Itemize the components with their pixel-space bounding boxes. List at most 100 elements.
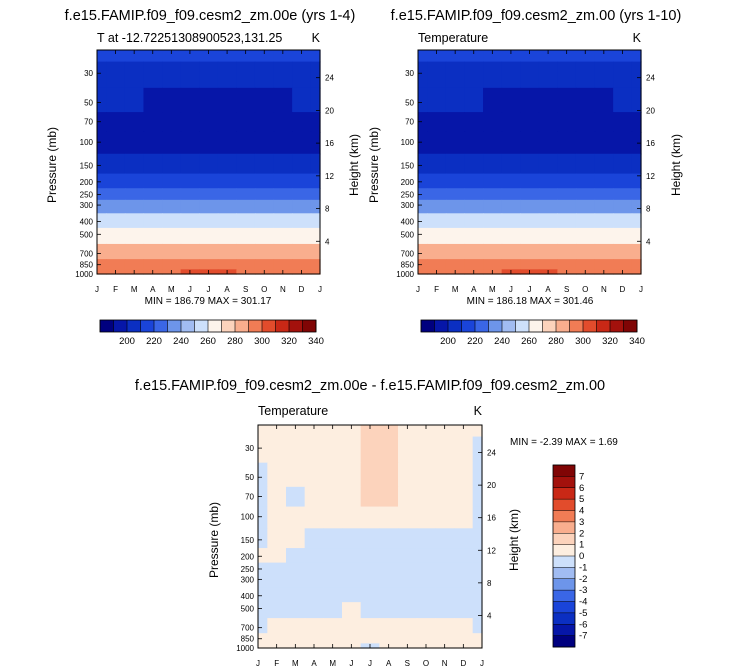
contour-cell: [304, 633, 324, 644]
colorbar-box: [553, 510, 575, 523]
contour-cell: [501, 112, 521, 133]
x-tick-label: O: [423, 659, 429, 668]
colorbar-box: [553, 567, 575, 580]
contour-cell: [454, 618, 474, 634]
contour-cell: [613, 213, 633, 229]
contour-cell: [427, 188, 447, 201]
colorbar-box: [553, 590, 575, 602]
contour-cell: [435, 462, 455, 488]
y-tick-label: 700: [401, 250, 415, 259]
colorbar-box: [289, 320, 303, 332]
contour-cell: [267, 587, 287, 603]
y-tick-label: 250: [401, 191, 415, 200]
contour-cell: [106, 227, 126, 245]
contour-cell: [398, 548, 418, 564]
contour-cell: [435, 633, 455, 644]
contour-cell: [304, 548, 324, 564]
contour-cell: [454, 548, 474, 564]
contour-cell: [143, 243, 163, 260]
colorbar-box: [553, 624, 575, 637]
contour-cell: [292, 259, 312, 270]
contour-cell: [236, 87, 256, 113]
contour-cell: [97, 213, 107, 229]
colorbar-box: [553, 635, 575, 648]
contour-cell: [258, 528, 268, 549]
contour-cell: [454, 486, 474, 508]
height-tick-label: 12: [646, 172, 655, 181]
contour-cell: [631, 87, 642, 113]
contour-cell: [180, 153, 200, 175]
contour-cell: [631, 199, 642, 214]
contour-cell: [379, 574, 399, 589]
contour-cell: [124, 61, 145, 89]
contour-cell: [106, 173, 126, 189]
contour-cell: [631, 188, 642, 201]
colorbar-label: 240: [494, 336, 510, 347]
colorbar-label: 240: [173, 336, 189, 347]
contour-cell: [454, 425, 474, 438]
contour-cell: [323, 562, 343, 575]
colorbar-box: [167, 320, 182, 332]
contour-cell: [292, 112, 312, 133]
contour-cell: [304, 462, 324, 488]
x-tick-label: A: [311, 659, 317, 668]
contour-cell: [106, 50, 126, 63]
contour-cell: [427, 61, 447, 89]
contour-cell: [557, 153, 577, 175]
contour-cell: [472, 633, 483, 644]
contour-cell: [97, 50, 107, 63]
contour-cell: [199, 87, 219, 113]
colorbar-label: 7: [579, 471, 584, 482]
x-tick-label: J: [639, 285, 643, 294]
contour-cell: [613, 112, 633, 133]
contour-cell: [464, 227, 484, 245]
x-tick-label: A: [224, 285, 230, 294]
contour-cell: [520, 112, 540, 133]
contour-cell: [575, 87, 596, 113]
contour-cell: [310, 61, 321, 89]
x-tick-label: F: [274, 659, 279, 668]
contour-cell: [445, 227, 466, 245]
contour-cell: [538, 173, 558, 189]
y-tick-label: 50: [84, 98, 93, 107]
y-tick-label: 850: [80, 261, 94, 270]
contour-cell: [435, 506, 455, 529]
contour-cell: [124, 50, 145, 63]
contour-cell: [273, 227, 293, 245]
contour-cell: [520, 61, 540, 89]
contour-cell: [472, 562, 483, 575]
contour-cell: [106, 243, 126, 260]
contour-cell: [286, 587, 306, 603]
contour-cell: [501, 131, 521, 155]
contour-cell: [254, 243, 275, 260]
contour-cell: [418, 188, 428, 201]
contour-cell: [501, 243, 521, 260]
contour-cell: [267, 548, 287, 564]
colorbar-box: [553, 521, 575, 534]
contour-cell: [445, 112, 466, 133]
contour-cell: [520, 173, 540, 189]
contour-cell: [162, 112, 182, 133]
colorbar: 200 220 240 260 280 300 320 340: [99, 319, 324, 347]
contour-cell: [106, 188, 126, 201]
y-tick-label: 150: [80, 161, 94, 170]
contour-cell: [575, 213, 596, 229]
contour-cell: [286, 425, 306, 438]
x-tick-label: O: [582, 285, 588, 294]
contour-cell: [162, 243, 182, 260]
colorbar-box: [529, 320, 543, 332]
colorbar-label: 220: [467, 336, 483, 347]
y-axis-label: Pressure (mb): [45, 127, 59, 203]
contour-cell: [557, 259, 577, 270]
panel-subtitle-left: Temperature: [258, 404, 328, 418]
contour-cell: [398, 506, 418, 529]
contour-cell: [97, 199, 107, 214]
contour-cell: [613, 227, 633, 245]
contour-cell: [520, 259, 540, 270]
contour-cell: [427, 199, 447, 214]
contour-cell: [483, 50, 503, 63]
contour-cell: [342, 462, 362, 488]
contour-cell: [236, 259, 256, 270]
x-tick-label: M: [292, 659, 299, 668]
